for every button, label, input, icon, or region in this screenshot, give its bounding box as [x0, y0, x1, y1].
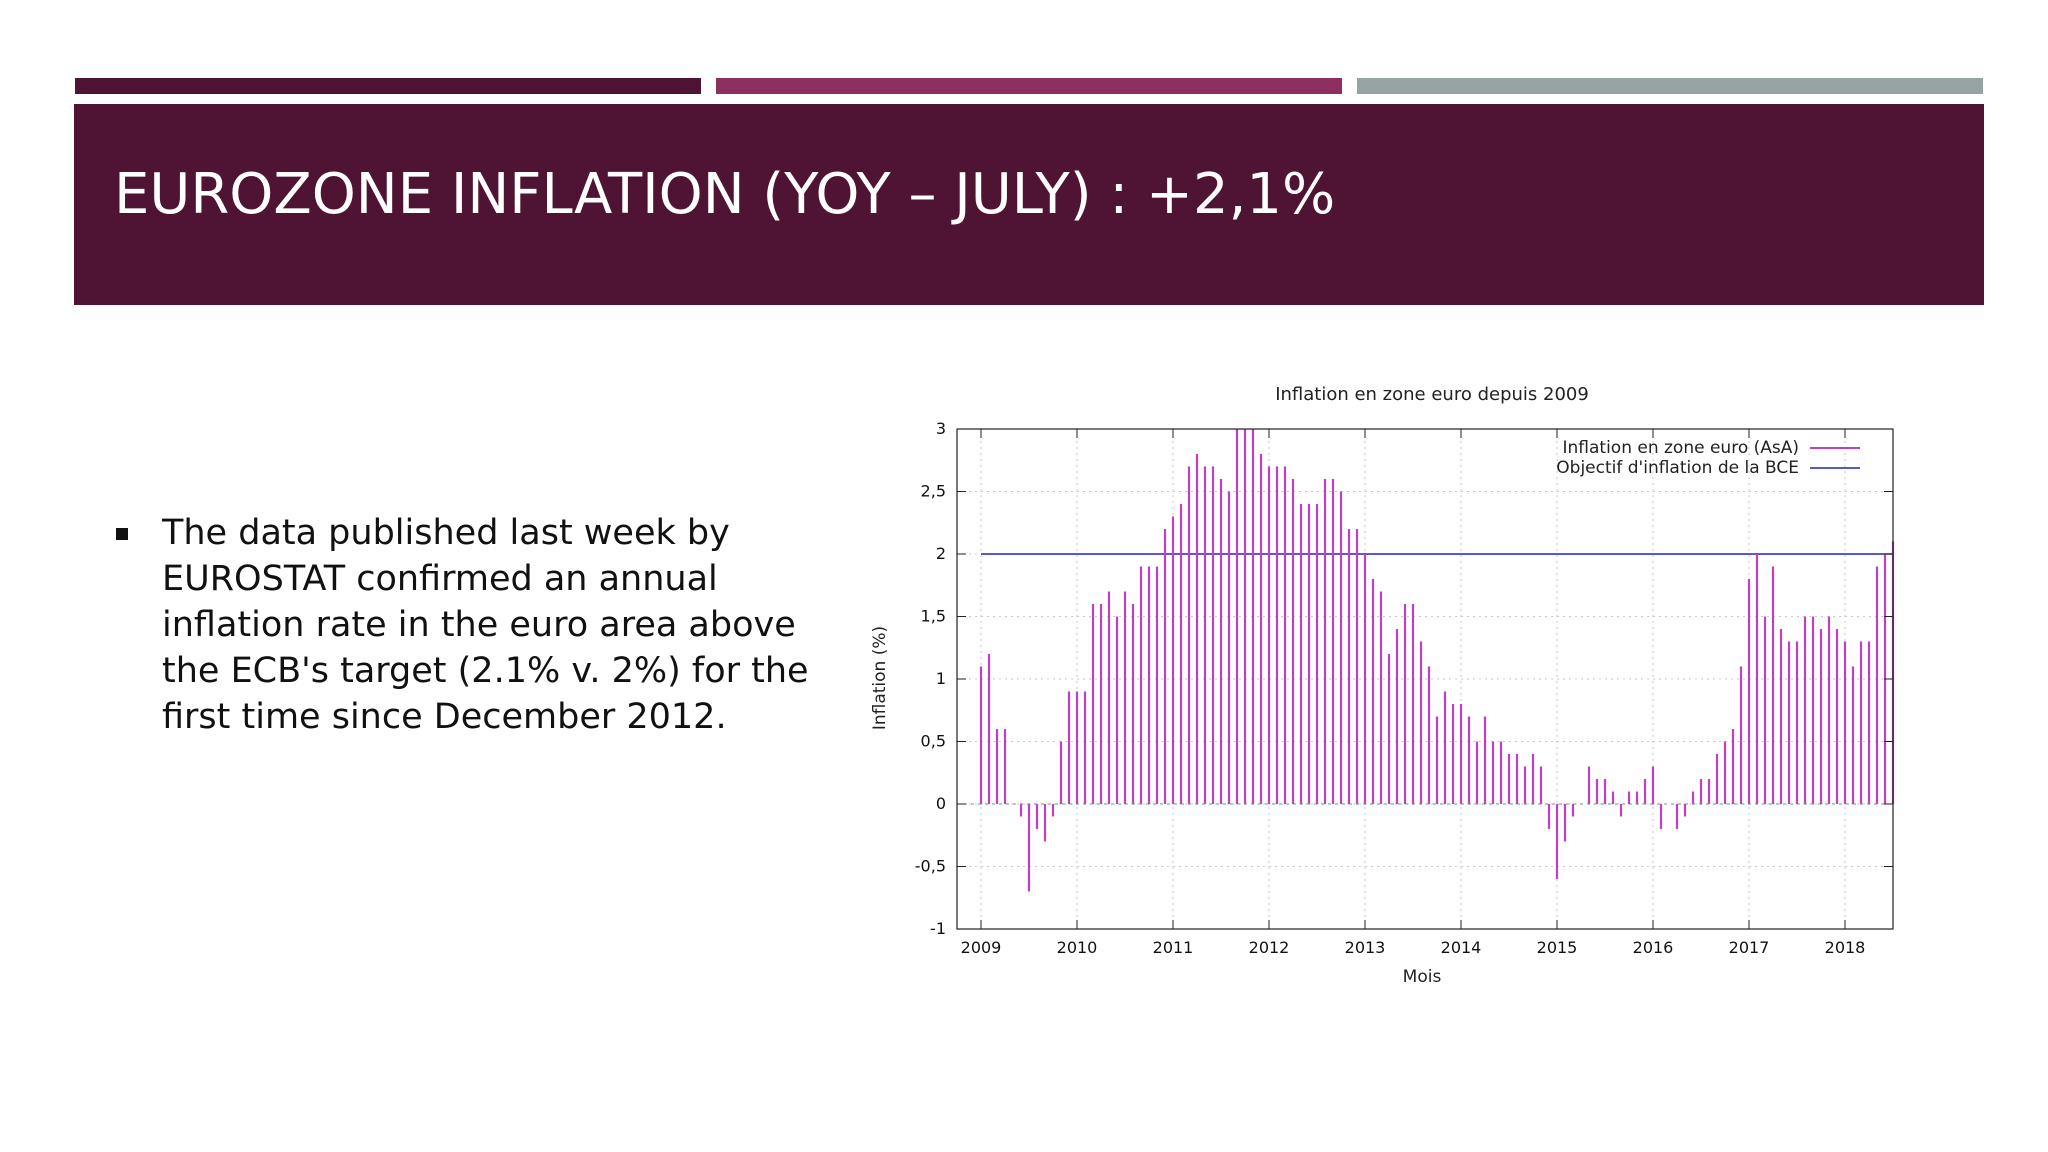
plot-frame: [956, 428, 1894, 930]
bullet-item: The data published last week by EUROSTAT…: [112, 510, 812, 740]
inflation-bars: [979, 429, 1895, 892]
title-band: EUROZONE INFLATION (YOY – JULY) : +2,1%: [74, 104, 1984, 305]
legend-label-ecb-target: Objectif d'inflation de la BCE: [1556, 458, 1799, 478]
y-tick-label: 1,5: [921, 607, 946, 626]
bullet-text: The data published last week by EUROSTAT…: [162, 513, 809, 737]
x-tick-label: 2014: [1441, 938, 1482, 957]
accent-bar-right: [1357, 78, 1983, 94]
accent-bar-middle: [716, 78, 1342, 94]
legend-label-inflation: Inflation en zone euro (AsA): [1562, 438, 1799, 458]
x-tick-label: 2016: [1633, 938, 1674, 957]
chart-axes: -1 -0,5 0 0,5 1 1,5 2 2,5 3 2009 2010 2011 2012 2013 2…: [915, 419, 1894, 957]
x-axis-label: Mois: [1403, 967, 1442, 987]
x-tick-label: 2012: [1249, 938, 1290, 957]
y-tick-label: 2,5: [921, 482, 946, 501]
accent-bar-left: [75, 78, 701, 94]
x-tick-label: 2018: [1825, 938, 1866, 957]
y-tick-label: 2: [936, 544, 946, 563]
y-tick-label: -0,5: [915, 857, 946, 876]
x-tick-label: 2013: [1345, 938, 1386, 957]
chart-legend: Inflation en zone euro (AsA) Objectif d'…: [1556, 438, 1860, 478]
y-axis-label: Inflation (%): [870, 626, 890, 730]
chart-grid: [957, 429, 1893, 929]
x-tick-label: 2011: [1153, 938, 1194, 957]
x-tick-label: 2009: [961, 938, 1002, 957]
x-tick-label: 2015: [1537, 938, 1578, 957]
y-tick-label: 3: [936, 419, 946, 438]
y-tick-label: 0: [936, 794, 946, 813]
x-tick-label: 2017: [1729, 938, 1770, 957]
inflation-chart: Inflation en zone euro depuis 2009 -1 -0,…: [870, 384, 1895, 987]
square-bullet-icon: [116, 528, 128, 540]
slide-title: EUROZONE INFLATION (YOY – JULY) : +2,1%: [114, 162, 1336, 227]
x-tick-label: 2010: [1057, 938, 1098, 957]
y-tick-label: 1: [936, 669, 946, 688]
chart-title: Inflation en zone euro depuis 2009: [1275, 384, 1589, 405]
y-tick-label: 0,5: [921, 732, 946, 751]
y-tick-label: -1: [930, 919, 946, 938]
